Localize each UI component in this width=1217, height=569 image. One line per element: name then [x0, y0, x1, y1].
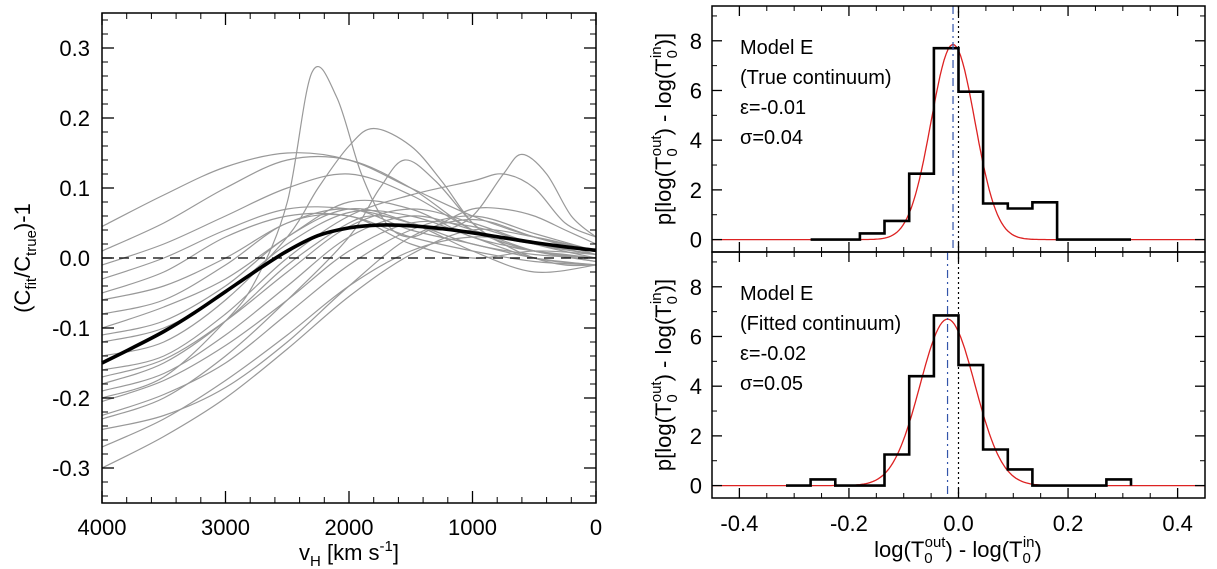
top-y-axis-title: p[log(T0out) - log(T0in)]: [648, 33, 681, 225]
x-tick-label: 1000: [448, 515, 497, 540]
left-axis-ticks: 4000 3000 2000 1000 0 -0.3 -0.2 -0.1 0.0 0.1 0.2 0.…: [52, 13, 602, 540]
true-continuum-histogram-panel: 0 2 4 6 8 Model E (True continuum) ε=-0.01 σ…: [648, 5, 1206, 253]
individual-curve: [101, 206, 597, 280]
x-tick-label: 2000: [325, 515, 374, 540]
y-tick-label: 0.3: [59, 36, 90, 61]
y-tick-label: 4: [690, 374, 702, 399]
individual-curve: [101, 155, 597, 259]
annotation-epsilon: ε=-0.02: [740, 343, 806, 365]
annotation-model: Model E: [740, 37, 813, 59]
x-tick-label: 0: [590, 515, 602, 540]
individual-curve: [101, 208, 597, 336]
top-axis-ticks: 0 2 4 6 8: [690, 6, 1206, 253]
individual-curve: [101, 215, 597, 417]
individual-curve: [101, 173, 597, 371]
annotation-continuum: (Fitted continuum): [740, 313, 901, 335]
y-tick-label: 4: [690, 128, 702, 153]
y-tick-label: 0: [690, 474, 702, 499]
mean-curve: [101, 223, 597, 365]
x-tick-label: 4000: [78, 515, 127, 540]
left-x-axis-title: vH [km s-1]: [299, 538, 399, 569]
y-tick-label: -0.2: [52, 386, 90, 411]
individual-curve: [101, 199, 597, 329]
individual-curve: [101, 159, 597, 420]
individual-curves: [101, 65, 597, 469]
x-tick-label: 0.0: [943, 511, 974, 536]
y-tick-label: 2: [690, 424, 702, 449]
individual-curve: [101, 218, 597, 431]
individual-curve: [101, 152, 597, 252]
histogram-steps: [786, 314, 1133, 487]
annotation-sigma: σ=0.04: [740, 127, 803, 149]
annotation-sigma: σ=0.05: [740, 373, 803, 395]
y-tick-label: -0.1: [52, 316, 90, 341]
individual-curve: [101, 127, 597, 357]
individual-curve: [101, 228, 597, 469]
x-tick-label: -0.2: [830, 511, 868, 536]
bottom-x-axis-title: log(T0out) - log(T0in): [874, 534, 1042, 567]
individual-curve: [101, 236, 597, 448]
bottom-annotation: Model E (Fitted continuum) ε=-0.02 σ=0.0…: [740, 283, 901, 395]
annotation-continuum: (True continuum): [740, 67, 892, 89]
x-tick-label: 0.4: [1162, 511, 1193, 536]
y-tick-label: 0.1: [59, 176, 90, 201]
y-tick-label: 8: [690, 275, 702, 300]
y-tick-label: 8: [690, 29, 702, 54]
top-annotation: Model E (True continuum) ε=-0.01 σ=0.04: [740, 37, 892, 149]
y-tick-label: 6: [690, 78, 702, 103]
y-tick-label: 0: [690, 228, 702, 253]
x-tick-label: -0.4: [720, 511, 758, 536]
continuum-ratio-panel: 4000 3000 2000 1000 0 -0.3 -0.2 -0.1 0.0 0.1 0.2 0.…: [10, 12, 602, 569]
x-tick-label: 3000: [201, 515, 250, 540]
x-tick-label: 0.2: [1053, 511, 1084, 536]
y-tick-label: 0.0: [59, 246, 90, 271]
bottom-axis-ticks: 0 2 4 6 8 -0.4 -0.2 0.0 0.2 0.4: [690, 252, 1206, 536]
annotation-model: Model E: [740, 283, 813, 305]
annotation-epsilon: ε=-0.01: [740, 97, 806, 119]
y-tick-label: -0.3: [52, 456, 90, 481]
fitted-continuum-histogram-panel: 0 2 4 6 8 -0.4 -0.2 0.0 0.2 0.4 Model E (Fitted c…: [648, 251, 1206, 567]
y-tick-label: 6: [690, 324, 702, 349]
y-tick-label: 2: [690, 178, 702, 203]
individual-curve: [101, 65, 597, 399]
left-y-axis-title: (Cfit/Ctrue)-1: [10, 203, 40, 313]
bottom-y-axis-title: p[log(T0out) - log(T0in)]: [648, 279, 681, 471]
y-tick-label: 0.2: [59, 106, 90, 131]
